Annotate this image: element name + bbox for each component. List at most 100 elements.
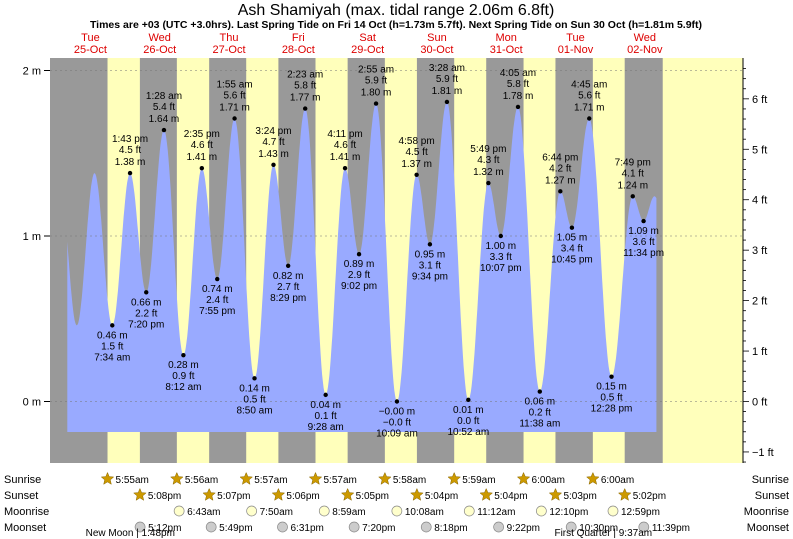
low-tide-feet: 0.1 ft [315, 411, 337, 422]
high-tide-time: 6:44 pm [542, 152, 578, 163]
moonset-moon-icon [493, 521, 504, 533]
sunset-star [548, 487, 563, 501]
day-date-label: 29-Oct [351, 44, 384, 56]
sunset-time: 5:04pm [425, 491, 458, 502]
low-tide-metres: 0.06 m [525, 397, 556, 408]
moonset-moon-icon [565, 521, 577, 533]
high-tide-feet: 4.6 ft [334, 140, 356, 151]
moonrise-moon-icon [536, 505, 547, 517]
high-tide-feet: 4.2 ft [549, 163, 571, 174]
high-tide-metres: 1.41 m [187, 152, 218, 163]
day-date-label: 26-Oct [143, 44, 176, 56]
sunset-time: 5:02pm [633, 491, 666, 502]
moonset-moon-icon [638, 521, 650, 533]
sunset-star [271, 487, 286, 501]
high-tide-time: 4:05 am [500, 68, 536, 79]
moonrise-time: 11:12am [477, 507, 515, 518]
tide-point [181, 352, 186, 358]
sunset-star [202, 487, 216, 501]
sunset-time: 5:07pm [217, 491, 250, 502]
sunset-star [617, 487, 632, 501]
high-tide-feet: 4.6 ft [191, 140, 213, 151]
tide-point [199, 165, 205, 171]
low-tide-time: 10:09 am [376, 429, 418, 440]
sunset-star [479, 487, 494, 501]
daylight-band-wed [662, 58, 743, 463]
tide-point [641, 218, 646, 224]
high-tide-metres: 1.32 m [473, 167, 504, 178]
high-tide-metres: 1.43 m [258, 149, 289, 160]
day-header-labels: Tue25-OctWed26-OctThu27-OctFri28-OctSat2… [74, 32, 663, 56]
sunset-star [340, 487, 355, 501]
moon-phase-label: First Quarter | 9:37am [554, 528, 652, 539]
moon-phase-label: New Moon | 1:48pm [86, 528, 175, 539]
tide-point [110, 323, 115, 328]
right-axis-feet: 6 ft 5 ft 4 ft 3 ft 2 ft 1 ft 0 ft −1 ft [742, 58, 774, 463]
tide-point [630, 194, 635, 199]
row-label-right: Moonset [747, 522, 789, 534]
tide-point [252, 376, 257, 381]
moonset-moon-icon [277, 521, 288, 533]
high-tide-feet: 5.6 ft [223, 90, 245, 101]
tide-point [558, 189, 563, 194]
low-tide-metres: 0.14 m [239, 383, 270, 394]
high-tide-metres: 1.80 m [361, 88, 392, 99]
day-date-label: 02-Nov [627, 44, 663, 56]
sunrise-star [378, 471, 392, 485]
tide-point [515, 104, 521, 110]
tide-point [323, 392, 328, 398]
tide-point [466, 397, 471, 403]
low-tide-time: 9:28 am [308, 422, 344, 433]
feet-tick-label: 4 ft [752, 195, 767, 207]
high-tide-metres: 1.64 m [149, 114, 180, 125]
low-tide-time: 11:38 am [519, 419, 560, 430]
low-tide-time: 10:45 pm [551, 255, 593, 266]
high-tide-feet: 4.7 ft [262, 137, 284, 148]
tide-annotations: 0.46 m1.5 ft7:34 am1:43 pm4.5 ft1.38 m0.… [94, 63, 664, 440]
low-tide-feet: −0.0 ft [383, 418, 411, 429]
tide-curve-layer [67, 102, 657, 432]
low-tide-time: 9:02 pm [341, 281, 377, 292]
tide-point [356, 252, 362, 257]
high-tide-metres: 1.81 m [432, 86, 463, 97]
high-tide-feet: 5.4 ft [153, 102, 175, 113]
tide-point [373, 101, 379, 106]
tide-point [414, 172, 419, 177]
low-tide-metres: 0.74 m [202, 284, 233, 295]
high-tide-metres: 1.27 m [545, 175, 576, 186]
sunrise-star [308, 471, 323, 485]
moonset-time: 5:12pm [148, 523, 181, 534]
tide-point [498, 233, 503, 239]
day-name-label: Thu [220, 32, 239, 44]
low-tide-metres: 0.15 m [596, 382, 627, 393]
tide-point [161, 127, 167, 133]
day-name-label: Sun [427, 32, 447, 44]
row-label-left: Sunset [4, 490, 38, 502]
moonrise-time: 12:10pm [549, 507, 588, 518]
metre-tick-label: 2 m [23, 66, 41, 78]
low-tide-metres: 0.82 m [273, 271, 304, 282]
low-tide-time: 8:12 am [165, 382, 201, 393]
day-name-label: Tue [81, 32, 100, 44]
day-name-label: Wed [149, 32, 171, 44]
high-tide-time: 4:45 am [571, 79, 607, 90]
moonrise-moon-icon [246, 505, 257, 517]
high-tide-metres: 1.38 m [115, 157, 146, 168]
low-tide-feet: 2.2 ft [135, 308, 157, 319]
moonset-moon-icon [134, 521, 146, 533]
low-tide-feet: 2.4 ft [206, 295, 228, 306]
row-label-left: Sunrise [4, 474, 41, 486]
tide-point [271, 162, 276, 168]
high-tide-metres: 1.41 m [330, 152, 361, 163]
high-tide-feet: 5.8 ft [507, 79, 529, 90]
metre-tick-label: 0 m [23, 397, 41, 409]
low-tide-feet: 3.3 ft [490, 252, 512, 263]
high-tide-feet: 4.5 ft [119, 145, 141, 156]
tide-point [127, 170, 133, 176]
low-tide-metres: 0.95 m [415, 249, 446, 260]
moonset-time: 8:18pm [434, 523, 467, 534]
low-tide-feet: 1.5 ft [101, 341, 123, 352]
high-tide-time: 2:35 pm [184, 129, 220, 140]
chart-title: Ash Shamiyah (max. tidal range 2.06m 6.8… [238, 2, 555, 19]
